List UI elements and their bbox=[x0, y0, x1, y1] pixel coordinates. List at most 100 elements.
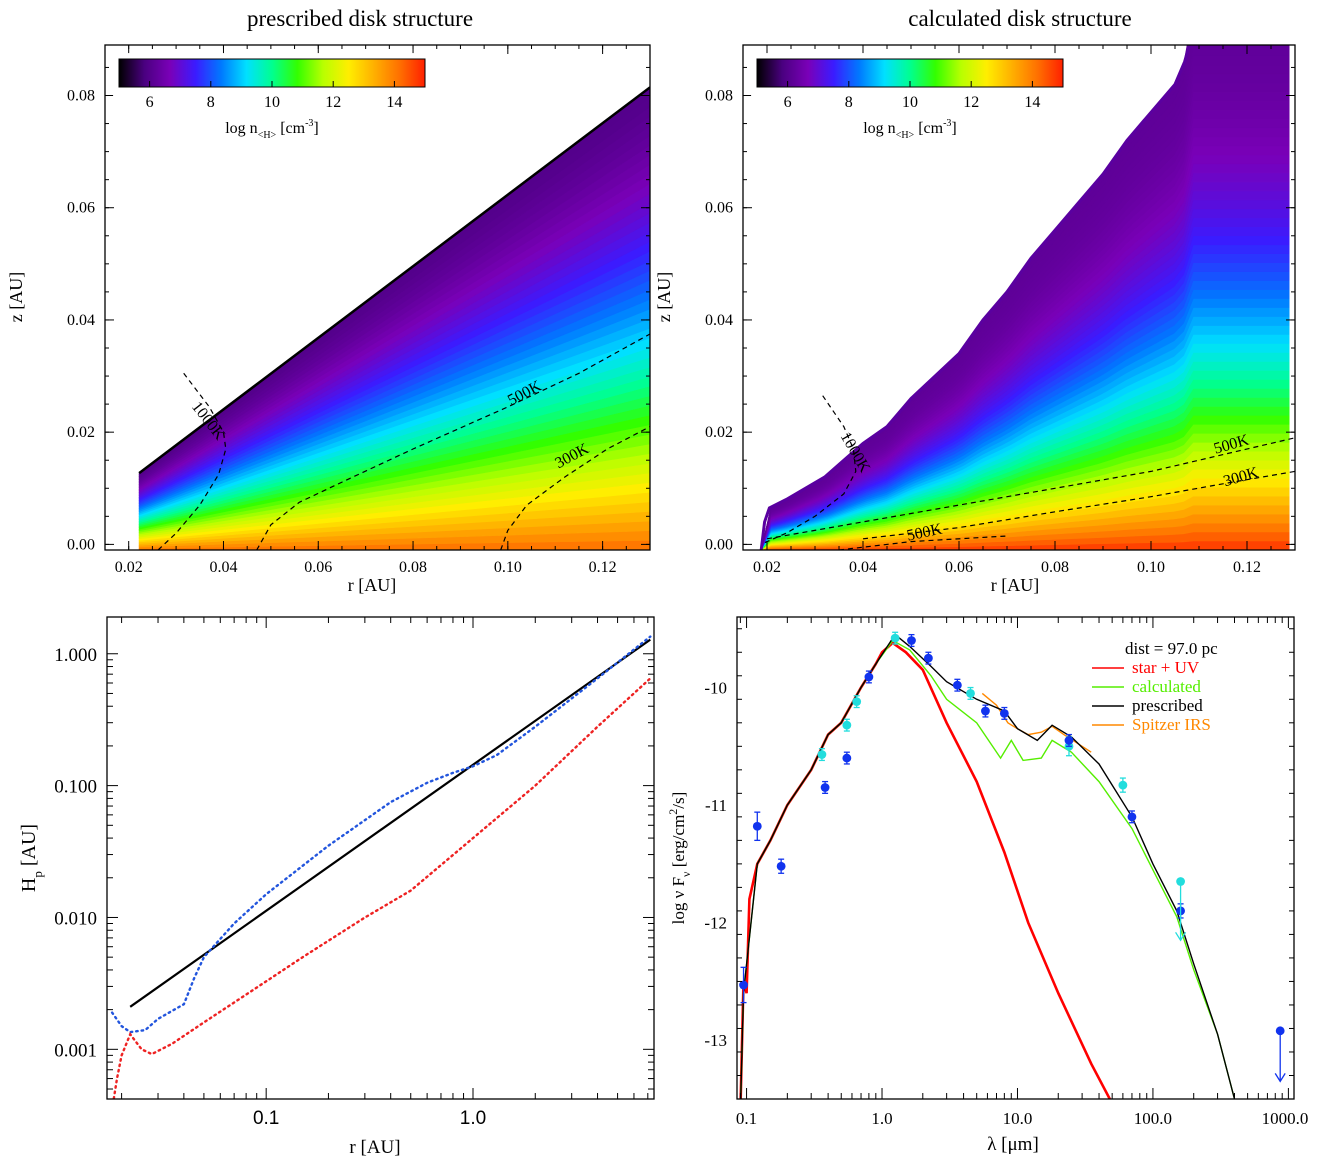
panel-b-ytick-label: 0.04 bbox=[705, 312, 733, 329]
panel-b-colorbar-unit-end: ] bbox=[951, 120, 956, 137]
density-band bbox=[138, 443, 650, 535]
panel-c-ytick-label: 0.001 bbox=[54, 1040, 97, 1061]
density-band bbox=[138, 221, 650, 498]
panel-b-colorbar-name: log n bbox=[863, 120, 895, 137]
density-band bbox=[138, 318, 650, 514]
panel-a-colorbar-tick-label: 12 bbox=[325, 94, 341, 111]
flux-superscript: 2 bbox=[666, 809, 680, 815]
panel-d-frame bbox=[736, 616, 1295, 1100]
panel-a-xtick-label: 0.06 bbox=[304, 559, 332, 576]
panel-c-frame bbox=[106, 616, 655, 1100]
panel-b-contour-500k bbox=[766, 437, 1295, 540]
panel-d-ytick-label: -13 bbox=[704, 1031, 727, 1050]
panel-b-xtick-label: 0.10 bbox=[1137, 559, 1165, 576]
panel-b-xtick-label: 0.02 bbox=[753, 559, 781, 576]
panel-a-xtick-label: 0.12 bbox=[589, 559, 617, 576]
panel-a-contour-1000k bbox=[157, 372, 227, 550]
sed-curve-spitzer bbox=[981, 692, 1092, 753]
density-band bbox=[138, 212, 650, 497]
density-band bbox=[138, 260, 650, 505]
hp-curve-blue bbox=[110, 635, 652, 1034]
panel-b-contour-1000k bbox=[764, 395, 857, 544]
density-band bbox=[138, 231, 650, 500]
panel-a-colorbar-unit-end: ] bbox=[313, 120, 318, 137]
density-band bbox=[138, 511, 650, 546]
obs-point bbox=[999, 709, 1009, 718]
sed-distance-annotation: dist = 97.0 pc bbox=[1125, 639, 1218, 658]
obs-point bbox=[842, 753, 852, 763]
obs-point bbox=[739, 980, 748, 990]
density-band bbox=[138, 289, 650, 509]
panel-a-colorbar-tick-label: 6 bbox=[146, 94, 154, 111]
panel-a-colorbar-sub: <H> bbox=[258, 130, 277, 141]
density-band bbox=[138, 327, 650, 516]
panel-a-frame bbox=[104, 44, 651, 551]
panel-c-ytick-label: 1.000 bbox=[54, 645, 97, 666]
density-band bbox=[138, 337, 650, 517]
panel-d-ylabel: log ν Fν [erg/cm2/s] bbox=[666, 792, 693, 925]
panel-a-ytick-label: 0.06 bbox=[67, 200, 95, 217]
panel-c-ylabel: Hp [AU] bbox=[18, 824, 45, 892]
panel-a-ytick-label: 0.08 bbox=[67, 88, 95, 105]
density-band bbox=[138, 433, 650, 533]
panel-b-xtick-label: 0.06 bbox=[945, 559, 973, 576]
panel-d-series bbox=[739, 631, 1286, 1099]
density-band bbox=[138, 279, 650, 508]
density-band bbox=[138, 482, 650, 541]
legend-label: calculated bbox=[1132, 677, 1201, 696]
panel-b-colorbar-unit: [cm bbox=[914, 120, 943, 137]
density-band bbox=[138, 453, 650, 536]
panel-b-xlabel: r [AU] bbox=[991, 575, 1039, 595]
panel-b-contour-500k bbox=[838, 535, 1008, 550]
density-band bbox=[138, 395, 650, 527]
panel-c-series bbox=[110, 635, 652, 1099]
panel-b-colorbar-sup: -3 bbox=[943, 118, 951, 129]
obs-point bbox=[852, 697, 862, 707]
density-band bbox=[138, 414, 650, 530]
panel-d-xtick-label: 1000.0 bbox=[1262, 1109, 1309, 1128]
density-band bbox=[138, 241, 650, 501]
density-band bbox=[138, 472, 650, 540]
panel-b-density-map bbox=[759, 45, 1290, 550]
panel-d-ytick-label: -12 bbox=[704, 914, 727, 933]
panel-b-colorbar-label: log n<H> [cm-3] bbox=[863, 118, 957, 141]
svg-text:log ν Fν [erg/cm2/s]: log ν Fν [erg/cm2/s] bbox=[666, 792, 693, 925]
panel-a-title: prescribed disk structure bbox=[247, 6, 473, 31]
density-band bbox=[138, 366, 650, 522]
panel-a-disk-surface bbox=[138, 86, 650, 475]
obs-point bbox=[752, 821, 762, 831]
upper-limit-arrow bbox=[1175, 931, 1187, 942]
hp-unit: [AU] bbox=[18, 824, 40, 866]
panel-d-xlabel: λ [μm] bbox=[987, 1134, 1039, 1155]
panel-a-ytick-label: 0.00 bbox=[67, 536, 95, 553]
hp-curve-black bbox=[129, 638, 651, 1008]
panel-scale-height: 0.1 1.0 0.001 0.010 0.100 1.000 bbox=[54, 616, 655, 1129]
density-band bbox=[138, 405, 650, 528]
legend-label: Spitzer IRS bbox=[1132, 715, 1211, 734]
panel-b-colorbar-tick-label: 8 bbox=[845, 94, 853, 111]
density-band bbox=[138, 164, 650, 489]
panel-d-ytick-label: -11 bbox=[705, 796, 727, 815]
panel-b-colorbar-tick-label: 14 bbox=[1024, 94, 1040, 111]
obs-point bbox=[1064, 736, 1074, 745]
sed-curve-star bbox=[739, 641, 1111, 1099]
obs-point bbox=[966, 689, 975, 698]
density-band bbox=[138, 173, 650, 490]
panel-a-colorbar-tick-label: 10 bbox=[264, 94, 280, 111]
density-band bbox=[138, 356, 650, 521]
flux-subscript: ν bbox=[679, 871, 693, 877]
obs-point bbox=[907, 636, 916, 645]
panel-a-xtick-label: 0.02 bbox=[115, 559, 143, 576]
panel-b-colorbar-tick-label: 12 bbox=[963, 94, 979, 111]
panel-c-xlabel: r [AU] bbox=[349, 1137, 400, 1158]
density-band bbox=[138, 491, 650, 543]
panel-a-contour-500k bbox=[256, 333, 650, 550]
density-band bbox=[138, 125, 650, 482]
panel-d-xtick-label: 0.1 bbox=[736, 1109, 757, 1128]
obs-point bbox=[981, 706, 990, 716]
obs-point bbox=[924, 653, 933, 663]
density-band bbox=[138, 106, 650, 479]
panel-sed: 0.1 1.0 10.0 100.0 1000.0 -10 -11 -12 -13 dist = … bbox=[704, 616, 1309, 1128]
